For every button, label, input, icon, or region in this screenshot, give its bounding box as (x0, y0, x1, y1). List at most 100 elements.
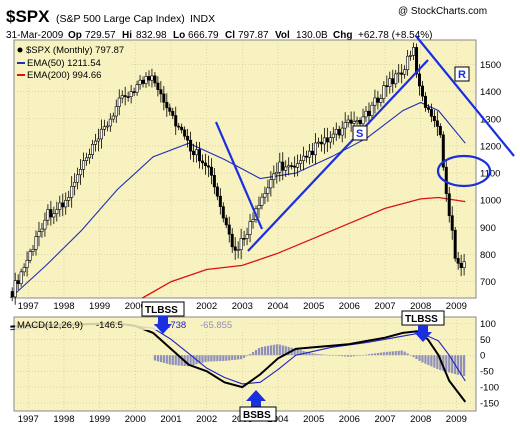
macd-histogram-bar (308, 352, 311, 356)
change-value: +62.78 (+8.54%) (358, 30, 433, 41)
candle-up (138, 79, 142, 85)
candle-up (108, 118, 112, 127)
macd-histogram-bar (394, 351, 397, 356)
macd-x-tick-2000: 2000 (125, 414, 146, 425)
macd-histogram-bar (409, 355, 412, 356)
price-x-tick-1999: 1999 (89, 301, 110, 312)
low-label: Lo (173, 30, 185, 41)
candle-down (230, 233, 234, 248)
macd-histogram-bar (397, 350, 400, 356)
candle-up (343, 122, 347, 129)
open-value: 729.57 (85, 30, 116, 41)
candle-down (162, 93, 166, 103)
candle-down (123, 95, 127, 97)
macd-histogram-bar (198, 355, 201, 364)
price-x-tick-1998: 1998 (53, 301, 74, 312)
macd-histogram-bar (403, 351, 406, 356)
candle-down (198, 149, 202, 162)
candle-down (429, 109, 433, 117)
price-x-tick-2004: 2004 (267, 301, 288, 312)
candle-up (462, 261, 466, 268)
price-x-tick-2006: 2006 (339, 301, 360, 312)
macd-x-tick-2004: 2004 (267, 414, 288, 425)
candle-down (290, 165, 294, 167)
candle-down (16, 280, 20, 284)
candle-down (203, 162, 207, 167)
macd-histogram-bar (364, 354, 368, 356)
candle-up (322, 137, 326, 145)
macd-histogram-bar (448, 355, 451, 373)
candle-down (192, 150, 196, 156)
macd-histogram-bar (436, 355, 439, 370)
header-date: 31-Mar-2009 (6, 30, 64, 41)
candle-up (111, 115, 115, 120)
candle-up (382, 85, 386, 99)
price-x-tick-2007: 2007 (374, 301, 395, 312)
candle-up (248, 221, 252, 235)
price-x-axis: 1997199819992000200120022003200420052006… (18, 301, 467, 312)
macd-x-tick-1997: 1997 (18, 414, 39, 425)
copyright-label: @ StockCharts.com (398, 6, 487, 17)
candle-up (331, 133, 335, 139)
macd-histogram-bar (424, 355, 427, 364)
candle-down (177, 125, 181, 128)
candle-up (13, 280, 17, 298)
macd-histogram-bar (243, 355, 246, 358)
macd-legend-label: MACD(12,26,9) (17, 320, 83, 331)
macd-histogram-bar (385, 351, 388, 356)
candle-down (215, 186, 219, 197)
candle-down (441, 134, 445, 168)
macd-histogram-bar (344, 355, 347, 357)
macd-histogram-bar (412, 355, 415, 358)
candle-up (251, 219, 255, 222)
macd-histogram-bar (245, 355, 249, 356)
macd-y-tick-0: 0 (480, 351, 485, 362)
macd-histogram-bar (287, 346, 290, 356)
macd-y-tick-50: 50 (480, 335, 491, 346)
macd-histogram-bar (341, 355, 344, 357)
macd-histogram-bar (421, 355, 424, 363)
candle-up (43, 219, 47, 230)
candle-up (239, 238, 243, 250)
candle-up (263, 193, 267, 198)
macd-histogram-bar (418, 355, 421, 361)
macd-histogram-bar (254, 350, 258, 356)
candle-up (272, 173, 276, 180)
macd-histogram-bar (311, 353, 314, 356)
candle-down (349, 119, 353, 124)
macd-histogram-bar (296, 349, 299, 356)
candle-down (385, 85, 389, 87)
macd-histogram-bar (382, 352, 385, 356)
price-x-tick-2008: 2008 (410, 301, 431, 312)
macd-histogram-bar (192, 355, 195, 366)
candle-up (406, 55, 410, 70)
macd-histogram-bar (237, 355, 240, 360)
macd-histogram-bar (293, 348, 296, 356)
macd-x-tick-2009: 2009 (446, 414, 467, 425)
price-x-tick-2002: 2002 (196, 301, 217, 312)
candle-up (313, 142, 317, 156)
macd-histogram-bar (355, 355, 359, 356)
tlbss-left-label: TLBSS (145, 305, 178, 316)
price-x-tick-2005: 2005 (303, 301, 324, 312)
macd-histogram-bar (433, 355, 436, 368)
candle-up (296, 163, 300, 168)
ema200-line (142, 196, 466, 299)
macd-histogram-bar (213, 355, 216, 362)
macd-x-tick-2002: 2002 (196, 414, 217, 425)
close-label: Cl (225, 30, 235, 41)
macd-histogram-bar (219, 355, 222, 362)
macd-y-axis: -150 -100 -50 0 50 100 (480, 319, 499, 410)
candle-down (61, 202, 65, 208)
macd-y-tick-100: 100 (480, 319, 496, 330)
change-label: Chg (333, 30, 352, 41)
candle-down (426, 107, 430, 110)
macd-histogram-bar (391, 351, 394, 356)
close-value: 797.87 (238, 30, 269, 41)
candle-up (76, 174, 80, 183)
candle-up (82, 160, 86, 170)
candle-down (221, 206, 225, 219)
volume-value: 130.0B (296, 30, 328, 41)
macd-histogram-bar (240, 355, 243, 360)
r-label: R (458, 69, 466, 81)
